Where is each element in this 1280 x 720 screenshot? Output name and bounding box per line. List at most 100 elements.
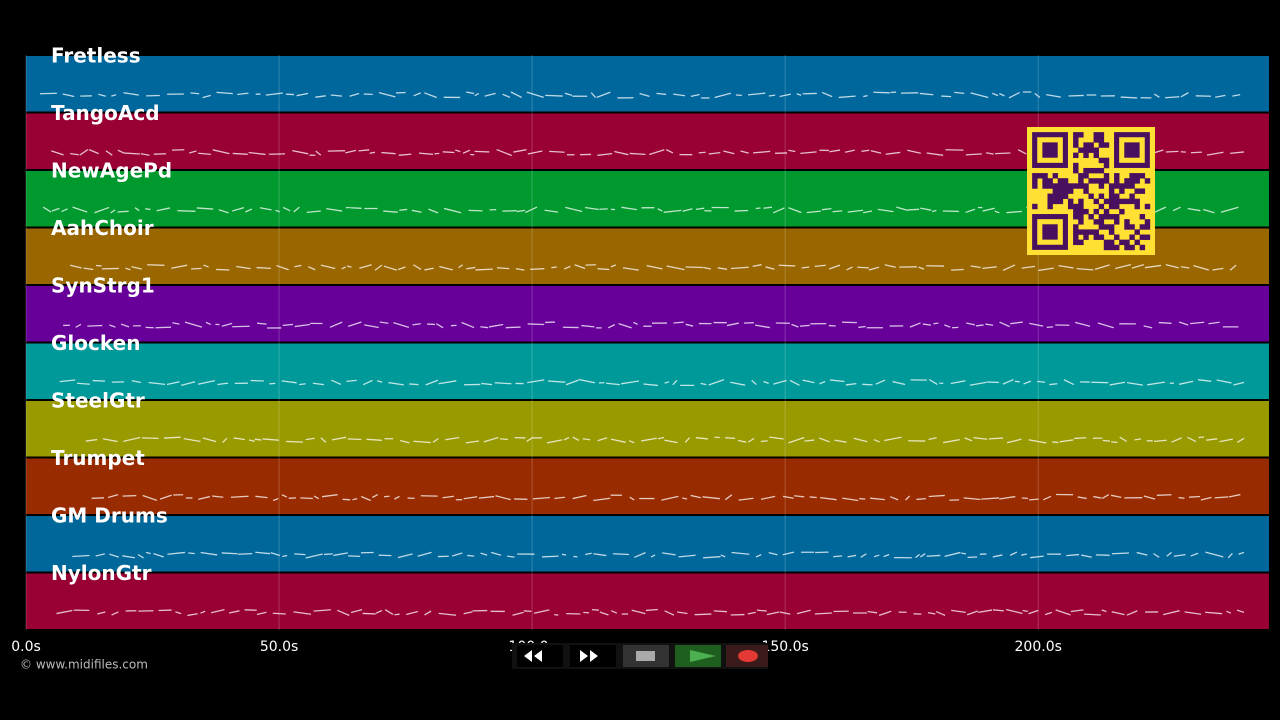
qr-module bbox=[1124, 178, 1130, 184]
note-texture bbox=[1029, 322, 1044, 327]
note-texture bbox=[1187, 207, 1201, 212]
qr-module bbox=[1139, 188, 1146, 194]
note-texture bbox=[1066, 553, 1080, 557]
note-texture bbox=[474, 150, 490, 153]
note-texture bbox=[1232, 93, 1241, 97]
note-texture bbox=[892, 380, 906, 386]
note-texture bbox=[755, 553, 762, 558]
qr-module bbox=[1073, 132, 1079, 138]
note-texture bbox=[620, 380, 640, 385]
track-band bbox=[26, 516, 1269, 572]
note-texture bbox=[282, 554, 288, 558]
qr-module bbox=[1098, 137, 1105, 143]
note-texture bbox=[148, 381, 166, 386]
qr-module bbox=[1083, 183, 1089, 189]
qr-module bbox=[1098, 214, 1105, 220]
note-texture bbox=[145, 208, 151, 211]
note-texture bbox=[583, 611, 590, 614]
note-texture bbox=[424, 92, 437, 99]
qr-module bbox=[1042, 173, 1048, 179]
qr-module bbox=[1032, 203, 1038, 210]
note-texture bbox=[845, 382, 857, 386]
note-texture bbox=[400, 439, 410, 444]
rewind-button[interactable] bbox=[517, 645, 563, 667]
note-texture bbox=[184, 321, 203, 328]
note-texture bbox=[481, 382, 493, 386]
note-texture bbox=[270, 552, 281, 557]
note-texture bbox=[461, 321, 475, 329]
qr-module bbox=[1032, 173, 1038, 179]
qr-module bbox=[1124, 224, 1130, 230]
qr-module bbox=[1103, 198, 1110, 205]
note-texture bbox=[131, 379, 142, 384]
note-texture bbox=[629, 496, 635, 501]
note-texture bbox=[547, 380, 566, 383]
note-texture bbox=[1058, 265, 1074, 269]
qr-module bbox=[1134, 188, 1140, 194]
note-texture bbox=[83, 267, 94, 271]
note-texture bbox=[341, 266, 346, 270]
qr-module bbox=[1093, 137, 1099, 143]
note-texture bbox=[591, 608, 599, 611]
note-texture bbox=[907, 149, 921, 154]
note-texture bbox=[873, 438, 880, 443]
note-texture bbox=[857, 266, 869, 269]
note-texture bbox=[685, 323, 694, 327]
note-texture bbox=[197, 379, 216, 385]
qr-module bbox=[1078, 183, 1084, 189]
note-texture bbox=[177, 210, 196, 212]
note-texture bbox=[563, 265, 571, 270]
note-texture bbox=[1077, 496, 1087, 500]
note-texture bbox=[526, 91, 544, 99]
play-icon bbox=[690, 650, 716, 662]
qr-module bbox=[1078, 219, 1084, 225]
note-texture bbox=[145, 551, 151, 555]
qr-module bbox=[1083, 208, 1089, 215]
qr-module bbox=[1103, 162, 1110, 169]
note-texture bbox=[1111, 552, 1130, 555]
note-texture bbox=[256, 266, 271, 269]
note-texture bbox=[369, 151, 376, 154]
note-texture bbox=[965, 153, 982, 156]
record-button[interactable] bbox=[726, 645, 768, 667]
note-texture bbox=[1171, 437, 1182, 443]
qr-module bbox=[1093, 208, 1099, 215]
note-texture bbox=[305, 437, 315, 441]
note-texture bbox=[85, 438, 98, 442]
note-texture bbox=[788, 207, 802, 214]
stop-button[interactable] bbox=[623, 645, 669, 667]
note-texture bbox=[657, 208, 663, 212]
note-texture bbox=[72, 554, 90, 558]
note-texture bbox=[561, 553, 567, 556]
note-texture bbox=[763, 380, 769, 385]
note-texture bbox=[1006, 210, 1022, 214]
note-texture bbox=[909, 322, 921, 328]
play-button[interactable] bbox=[675, 645, 721, 667]
note-texture bbox=[384, 609, 394, 615]
note-texture bbox=[432, 438, 439, 443]
note-texture bbox=[1206, 151, 1224, 156]
note-texture bbox=[294, 553, 306, 556]
note-texture bbox=[1205, 551, 1224, 558]
qr-module bbox=[1119, 208, 1125, 215]
note-texture bbox=[1052, 441, 1059, 444]
note-texture bbox=[585, 552, 592, 556]
note-texture bbox=[1101, 493, 1110, 499]
note-texture bbox=[1059, 439, 1074, 443]
note-texture bbox=[928, 378, 938, 385]
qr-module bbox=[1134, 173, 1140, 179]
note-texture bbox=[438, 612, 457, 616]
note-texture bbox=[282, 323, 294, 327]
note-texture bbox=[1034, 92, 1041, 99]
note-texture bbox=[999, 495, 1016, 500]
note-texture bbox=[345, 149, 357, 154]
forward-button[interactable] bbox=[570, 645, 616, 667]
note-texture bbox=[597, 153, 613, 156]
note-texture bbox=[281, 494, 288, 498]
note-texture bbox=[346, 265, 352, 268]
qr-module bbox=[1119, 183, 1125, 189]
qr-module bbox=[1047, 193, 1053, 199]
note-texture bbox=[413, 92, 421, 97]
note-texture bbox=[847, 209, 864, 213]
qr-module bbox=[1088, 229, 1094, 235]
